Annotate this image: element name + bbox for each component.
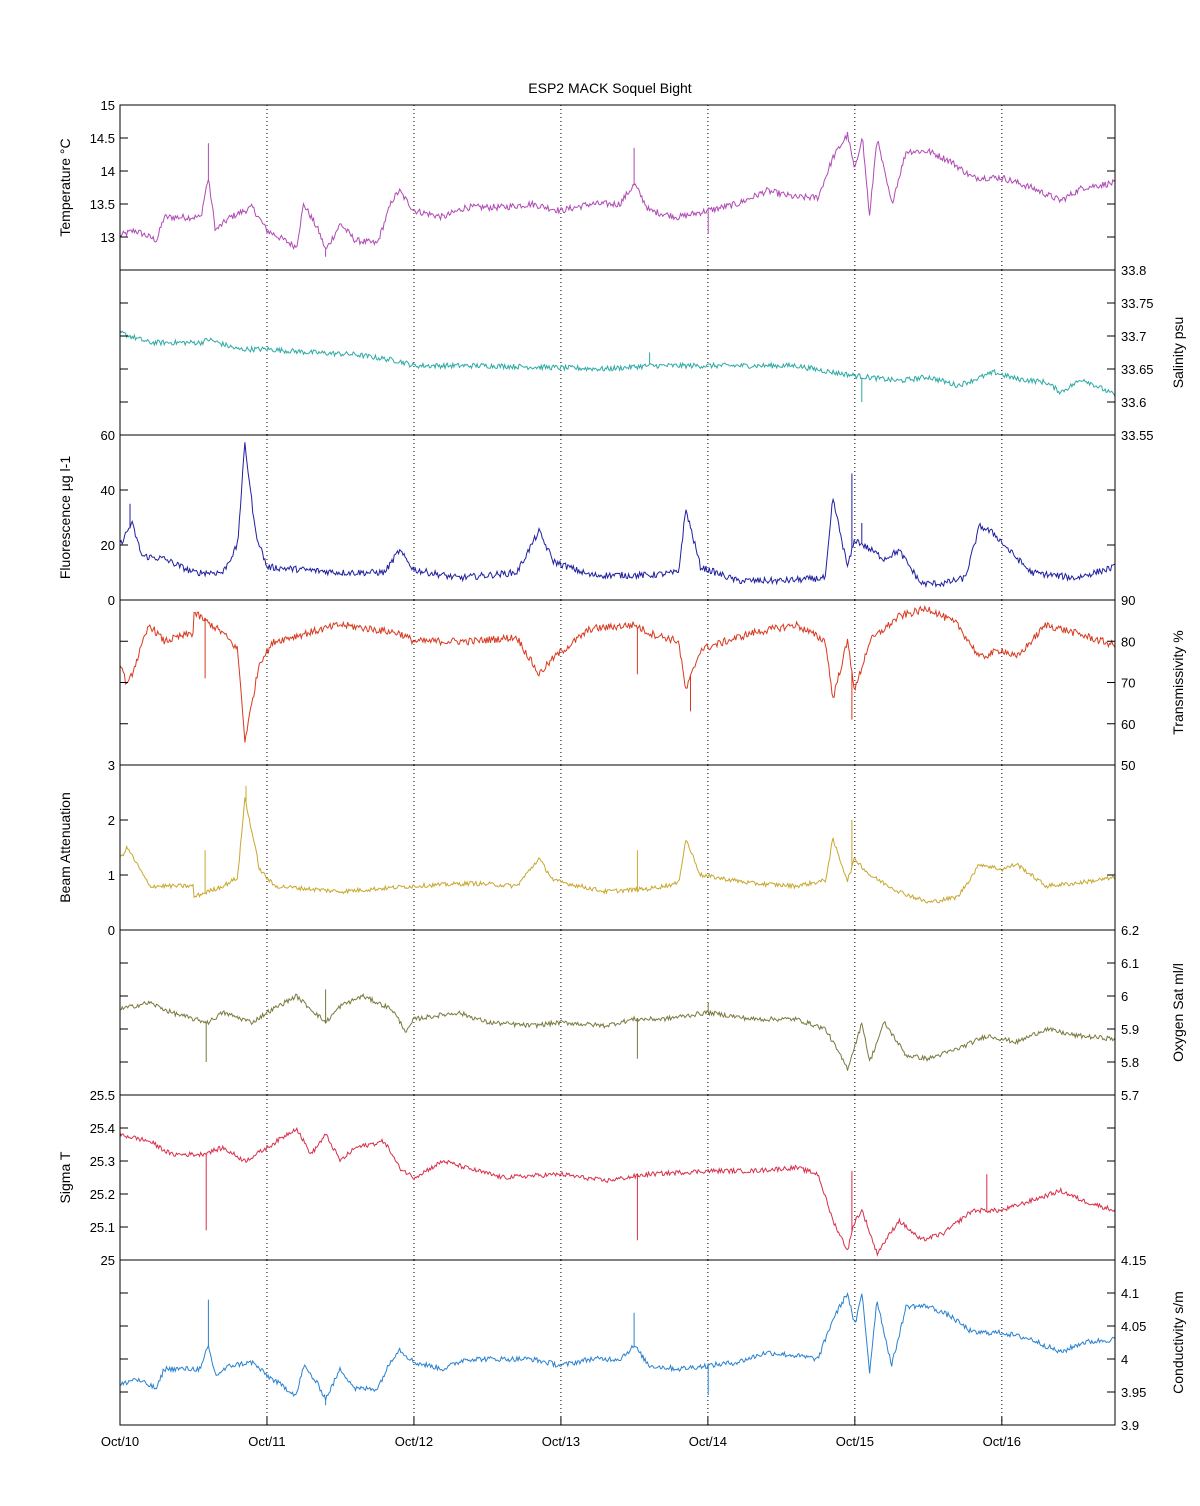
y-tick-label: 50 [1121,758,1135,773]
y-tick-label: 1 [108,868,115,883]
y-tick-label: 6 [1121,989,1128,1004]
y-tick-label: 3.95 [1121,1385,1146,1400]
y-tick-label: 4.05 [1121,1319,1146,1334]
y-tick-label: 33.65 [1121,362,1154,377]
x-tick-label: Oct/14 [689,1434,727,1449]
panel-2: 33.55 33.6 33.65 33.7 33.75 33.8 Salinity psu [119,263,1186,443]
x-axis: Oct/10 Oct/11 Oct/12 Oct/13 Oct/14 Oct/15 Oct/… [101,1417,1021,1449]
panel-4: 50 60 70 80 90 Transmissivity % [119,593,1186,773]
y-tick-label: 13.5 [90,197,115,212]
series-line [119,989,1116,1071]
series-line [119,442,1116,589]
y-tick-label: 0 [108,923,115,938]
x-tick-label: Oct/11 [248,1434,285,1449]
y-tick-label: 25.1 [90,1220,115,1235]
y-tick-label: 60 [1121,717,1135,732]
y-tick-label: 5.9 [1121,1022,1139,1037]
y-axis-label: Beam Attenuation [57,792,73,903]
series-line [119,604,1116,743]
panel-frame [119,599,1116,766]
y-tick-label: 70 [1121,676,1135,691]
y-tick-label: 40 [101,483,115,498]
panel-8: 3.9 3.95 4 4.05 4.1 4.15 Conductivity s/m [119,1253,1186,1433]
y-tick-label: 14.5 [90,131,115,146]
y-axis-label: Temperature °C [57,138,73,236]
x-tick-label: Oct/12 [395,1434,433,1449]
y-axis-label: Salinity psu [1170,317,1186,389]
y-tick-label: 33.55 [1121,428,1154,443]
y-tick-label: 60 [101,428,115,443]
y-axis-label: Transmissivity % [1170,630,1186,735]
y-tick-label: 33.75 [1121,296,1154,311]
y-tick-label: 5.8 [1121,1055,1139,1070]
y-axis-label: Fluorescence µg l-1 [57,456,73,579]
series-line [119,131,1116,257]
chart-title: ESP2 MACK Soquel Bight [528,80,692,96]
panel-1: 13 13.5 14 14.5 15 Temperature °C [57,98,1116,271]
y-tick-label: 13 [101,230,115,245]
y-tick-label: 33.7 [1121,329,1146,344]
y-tick-label: 6.2 [1121,923,1139,938]
y-tick-label: 3 [108,758,115,773]
y-tick-label: 25.5 [90,1088,115,1103]
y-tick-label: 20 [101,538,115,553]
series-line [119,330,1116,402]
y-tick-label: 2 [108,813,115,828]
panel-frame [119,1094,1116,1261]
x-tick-label: Oct/16 [983,1434,1021,1449]
y-tick-label: 5.7 [1121,1088,1139,1103]
y-tick-label: 6.1 [1121,956,1139,971]
y-tick-label: 14 [101,164,115,179]
panel-5: 0 1 2 3 Beam Attenuation [57,758,1116,938]
panel-frame [119,104,1116,271]
x-tick-label: Oct/15 [836,1434,874,1449]
y-tick-label: 4 [1121,1352,1128,1367]
series-line [119,1126,1116,1257]
y-tick-label: 25.4 [90,1121,115,1136]
y-tick-label: 80 [1121,634,1135,649]
y-tick-label: 33.6 [1121,395,1146,410]
series-line [119,785,1116,904]
panel-6: 5.7 5.8 5.9 6 6.1 6.2 Oxygen Sat ml/l [119,923,1186,1103]
y-tick-label: 4.15 [1121,1253,1146,1268]
y-axis-label: Sigma T [57,1151,73,1203]
y-axis-label: Conductivity s/m [1170,1291,1186,1394]
y-tick-label: 25.2 [90,1187,115,1202]
y-tick-label: 33.8 [1121,263,1146,278]
series-line [119,1291,1116,1406]
y-tick-label: 25 [101,1253,115,1268]
y-tick-label: 15 [101,98,115,113]
panel-frame [119,1259,1116,1426]
y-tick-label: 25.3 [90,1154,115,1169]
y-tick-label: 3.9 [1121,1418,1139,1433]
y-tick-label: 0 [108,593,115,608]
x-tick-label: Oct/10 [101,1434,139,1449]
y-axis-label: Oxygen Sat ml/l [1170,963,1186,1062]
panel-7: 25 25.1 25.2 25.3 25.4 25.5 Sigma T [57,1088,1116,1268]
panel-3: 0 20 40 60 Fluorescence µg l-1 [57,428,1116,608]
x-tick-label: Oct/13 [542,1434,580,1449]
y-tick-label: 90 [1121,593,1135,608]
panel-frame [119,764,1116,931]
panel-frame [119,269,1116,436]
y-tick-label: 4.1 [1121,1286,1139,1301]
